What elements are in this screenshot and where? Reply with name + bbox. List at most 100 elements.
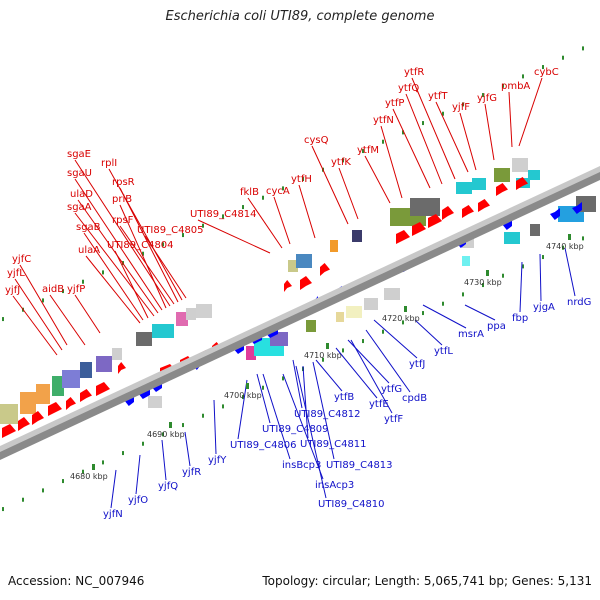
track-dot — [382, 139, 384, 144]
forward-label-line — [77, 199, 159, 314]
track-dot — [502, 273, 504, 278]
forward-label-line — [83, 232, 144, 321]
forward-gene-arrow — [320, 263, 330, 276]
track-dot — [582, 236, 584, 241]
track-dot — [522, 74, 524, 79]
forward-gene-arrow — [496, 183, 508, 196]
forward-gene-arrow — [18, 417, 30, 431]
feature-box — [246, 346, 256, 360]
reverse-gene-label: UTI89_C4806 — [230, 440, 297, 451]
track-dot — [402, 320, 404, 325]
forward-gene-arrow — [284, 280, 292, 292]
reverse-gene-label: cpdB — [402, 393, 427, 404]
forward-label-line — [12, 295, 58, 356]
track-dot — [122, 451, 124, 456]
track-dot — [362, 339, 364, 344]
track-dot — [402, 130, 404, 135]
reverse-label-line — [519, 261, 523, 313]
reverse-label-line — [373, 319, 418, 359]
forward-gene-arrow — [48, 402, 62, 416]
reverse-gene-label: ytfJ — [409, 359, 425, 370]
reverse-gene-label: fbp — [512, 313, 528, 324]
forward-gene-label: ytfP — [385, 98, 404, 109]
forward-gene-arrow — [300, 276, 312, 290]
track-dot — [82, 469, 84, 474]
forward-gene-label: ytfT — [428, 91, 448, 102]
forward-label-line — [435, 101, 469, 173]
forward-gene-arrow — [462, 205, 474, 218]
forward-gene-arrows — [2, 177, 528, 438]
reverse-gene-label: insAcp3 — [315, 480, 354, 491]
reverse-label-line — [213, 399, 217, 455]
reverse-gene-label: yjfR — [182, 467, 201, 478]
feature-box — [512, 158, 528, 172]
track-dot — [82, 279, 84, 284]
reverse-label-line — [295, 365, 327, 499]
forward-gene-arrow — [118, 362, 126, 374]
feature-box — [504, 232, 520, 244]
feature-box — [530, 224, 540, 236]
feature-box — [330, 240, 338, 252]
track-dot — [542, 255, 544, 260]
reverse-gene-arrow — [572, 202, 582, 214]
forward-label-line — [311, 145, 349, 225]
forward-label-line — [380, 125, 403, 199]
track-dot — [442, 301, 444, 306]
forward-gene-arrow — [66, 397, 76, 410]
feature-box — [462, 256, 470, 266]
forward-gene-labels: yjfJ yjfL yjfC aidB yjfP ulaA sgaB UTI89_C4804 s… — [5, 67, 559, 296]
track-dot — [142, 251, 144, 256]
track-dot — [62, 479, 64, 484]
forward-label-line — [14, 278, 63, 351]
track-dot — [562, 55, 564, 60]
track-dot — [242, 395, 244, 400]
feature-box — [456, 182, 472, 194]
track-dot — [202, 223, 204, 228]
scale-tick: 4740 kbp — [546, 234, 584, 251]
feature-box — [472, 178, 486, 190]
scale-tick: 4700 kbp — [224, 383, 262, 400]
scale-tick-label: 4700 kbp — [224, 391, 262, 400]
track-dot — [542, 65, 544, 70]
forward-gene-label: yjfJ — [5, 285, 20, 296]
scale-tick: 4690 kbp — [147, 422, 185, 439]
track-dot — [62, 289, 64, 294]
reverse-label-line — [347, 339, 390, 384]
forward-label-line — [108, 168, 183, 301]
reverse-label-line — [237, 379, 248, 440]
track-dot — [162, 242, 164, 247]
reverse-label-line — [414, 319, 443, 346]
reverse-gene-label: ppa — [487, 321, 506, 332]
forward-label-line — [74, 159, 171, 307]
track-dot — [262, 195, 264, 200]
forward-label-line — [197, 219, 271, 254]
reverse-gene-label: yjfO — [128, 495, 148, 506]
track-dot — [142, 441, 144, 446]
feature-box — [152, 324, 174, 338]
reverse-label-lines — [110, 247, 576, 509]
page-title: Escherichia coli UTI89, complete genome — [165, 9, 435, 24]
feature-box — [136, 332, 152, 346]
scale-tick: 4680 kbp — [70, 464, 108, 481]
track-dot — [362, 149, 364, 154]
track-dot — [202, 413, 204, 418]
track-dot — [102, 460, 104, 465]
feature-box — [364, 298, 378, 310]
track-dot — [462, 102, 464, 107]
feature-box — [528, 170, 540, 180]
forward-gene-label: sgaB — [76, 222, 101, 233]
track-dot — [222, 404, 224, 409]
feature-box — [336, 312, 344, 322]
scale-tick-mark — [169, 422, 172, 428]
reverse-label-line — [292, 359, 303, 409]
reverse-gene-label: ytfF — [384, 414, 403, 425]
track-dot — [302, 177, 304, 182]
scale-tick-label: 4710 kbp — [304, 351, 342, 360]
reverse-label-line — [464, 304, 496, 321]
reverse-label-line — [335, 347, 378, 399]
track-dot — [382, 329, 384, 334]
track-dot — [422, 121, 424, 126]
feature-box — [288, 260, 298, 272]
track-dot — [442, 111, 444, 116]
track-dot — [582, 46, 584, 51]
